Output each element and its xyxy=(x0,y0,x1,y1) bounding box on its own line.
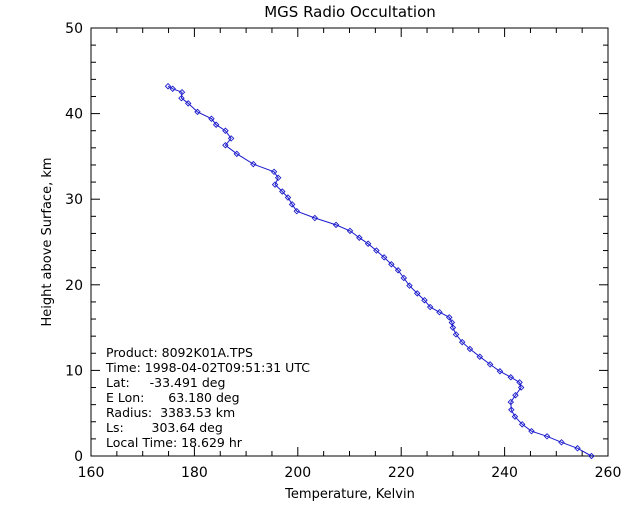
data-point-marker xyxy=(380,254,388,261)
data-point-marker xyxy=(458,338,466,346)
x-tick-label: 180 xyxy=(181,465,208,481)
data-point-marker xyxy=(516,379,523,386)
data-point-marker xyxy=(356,234,363,241)
data-point-marker xyxy=(518,421,526,428)
data-point-marker xyxy=(346,227,354,235)
data-point-marker xyxy=(400,274,408,282)
data-point-marker xyxy=(436,308,443,316)
data-point-marker xyxy=(558,439,565,446)
data-point-marker xyxy=(178,94,185,102)
data-point-marker xyxy=(227,135,235,142)
data-point-marker xyxy=(508,406,515,414)
data-point-marker xyxy=(250,160,257,168)
data-point-marker xyxy=(528,427,535,435)
data-point-marker xyxy=(184,100,192,107)
data-point-marker xyxy=(517,384,525,391)
data-point-marker xyxy=(452,331,460,338)
info-latitude: Lat: -33.491 deg xyxy=(106,375,225,390)
x-tick-label: 260 xyxy=(595,465,622,481)
series-temperature-profile xyxy=(164,82,595,460)
data-point-marker xyxy=(293,207,301,215)
data-point-marker xyxy=(394,267,402,274)
data-point-marker xyxy=(426,303,434,311)
y-tick-label: 40 xyxy=(65,107,83,123)
y-tick-label: 10 xyxy=(65,363,83,379)
info-solar-longitude: Ls: 303.64 deg xyxy=(106,420,223,435)
data-point-marker xyxy=(588,452,595,460)
data-point-marker xyxy=(507,398,515,406)
info-time: Time: 1998-04-02T09:51:31 UTC xyxy=(105,360,310,375)
y-axis-label: Height above Surface, km xyxy=(40,157,55,326)
data-point-marker xyxy=(274,174,282,182)
data-point-marker xyxy=(574,445,581,452)
data-point-marker xyxy=(388,261,395,268)
data-point-marker xyxy=(413,290,421,297)
chart-title: MGS Radio Occultation xyxy=(264,3,436,21)
data-point-marker xyxy=(476,353,484,360)
x-tick-label: 160 xyxy=(78,465,105,481)
info-east-longitude: E Lon: 63.180 deg xyxy=(106,390,240,405)
data-point-marker xyxy=(406,282,413,289)
data-point-marker xyxy=(507,374,515,381)
data-point-marker xyxy=(373,247,380,254)
data-point-marker xyxy=(212,121,220,128)
occultation-info-block: Product: 8092K01A.TPS Time: 1998-04-02T0… xyxy=(105,345,310,450)
y-tick-label: 30 xyxy=(65,192,83,208)
data-point-marker xyxy=(222,142,229,149)
data-point-marker xyxy=(364,240,372,247)
data-point-marker xyxy=(448,319,456,326)
data-point-marker xyxy=(486,361,494,368)
data-point-marker xyxy=(288,201,296,208)
data-point-marker xyxy=(194,108,201,116)
data-point-marker xyxy=(270,168,278,176)
data-point-marker xyxy=(271,181,279,188)
data-point-marker xyxy=(169,85,176,93)
data-point-marker xyxy=(421,296,428,304)
data-point-marker xyxy=(332,221,340,229)
data-point-marker xyxy=(446,314,453,321)
series-line xyxy=(167,85,592,457)
data-point-marker xyxy=(466,345,474,353)
data-point-marker xyxy=(512,391,519,399)
data-point-marker xyxy=(543,433,551,440)
x-tick-label: 200 xyxy=(284,465,311,481)
x-tick-label: 240 xyxy=(491,465,518,481)
info-local-time: Local Time: 18.629 hr xyxy=(106,435,243,450)
y-tick-label: 0 xyxy=(74,449,83,465)
data-point-marker xyxy=(279,188,286,195)
y-tick-label: 20 xyxy=(65,278,83,294)
data-point-marker xyxy=(284,194,292,201)
data-point-marker xyxy=(222,127,229,134)
info-product: Product: 8092K01A.TPS xyxy=(106,345,253,360)
y-tick-label: 50 xyxy=(65,21,83,37)
data-point-marker xyxy=(233,150,241,158)
data-point-marker xyxy=(496,368,504,375)
y-axis: 0 10 20 30 40 50 xyxy=(65,21,608,465)
x-axis: 160 180 200 220 240 260 xyxy=(78,28,622,481)
x-axis-label: Temperature, Kelvin xyxy=(284,487,415,502)
data-point-marker xyxy=(164,82,172,90)
x-tick-label: 220 xyxy=(388,465,415,481)
data-point-marker xyxy=(178,88,186,96)
data-point-marker xyxy=(449,324,457,331)
data-point-marker xyxy=(311,214,319,222)
data-point-marker xyxy=(511,413,519,420)
info-radius: Radius: 3383.53 km xyxy=(106,405,235,420)
data-point-marker xyxy=(208,115,215,122)
